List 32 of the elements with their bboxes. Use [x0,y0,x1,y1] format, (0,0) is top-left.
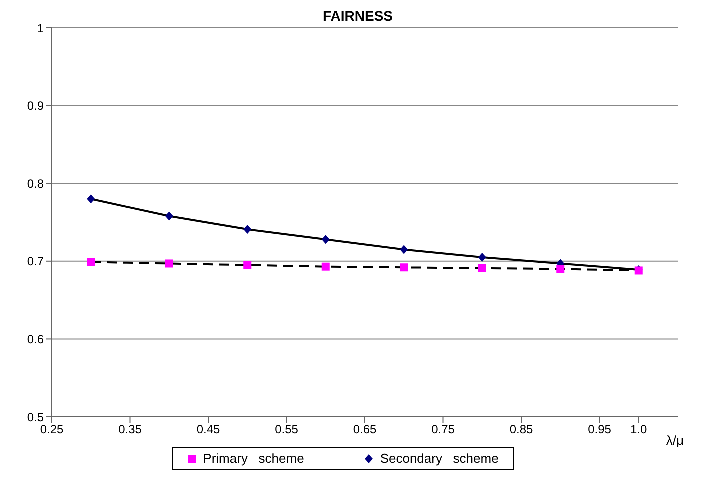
y-tick-label: 1 [37,21,44,36]
x-tick-label: 0.95 [588,422,612,437]
y-tick-label: 0.6 [27,332,44,346]
x-tick-label: 0.55 [275,422,299,437]
y-tick-label: 0.8 [27,176,44,191]
point [400,245,408,254]
x-tick-label: 0.65 [353,422,377,437]
point [165,212,174,221]
point [478,264,486,272]
legend-label: Secondary scheme [380,451,499,466]
point [556,265,565,274]
x-axis-title: λ/μ [666,433,684,448]
point [87,258,96,266]
point [400,264,408,272]
x-tick-label: 0.35 [118,422,142,437]
point [165,260,174,268]
point [244,261,252,270]
chart-title: FAIRNESS [322,8,393,24]
x-tick-label: 0.85 [510,422,534,437]
point [478,253,486,262]
point [244,225,252,234]
point [322,235,330,244]
x-tick-label: 1.0 [630,422,648,437]
legend-label: Primary scheme [203,451,304,466]
x-tick-label: 0.45 [196,422,220,437]
point [87,194,96,204]
x-tick-label: 0.25 [40,422,64,437]
y-tick-label: 0.5 [27,410,44,424]
x-tick-label: 0.75 [432,422,456,437]
y-tick-label: 0.9 [27,99,44,114]
y-tick-label: 0.7 [27,254,44,269]
point [322,262,330,271]
